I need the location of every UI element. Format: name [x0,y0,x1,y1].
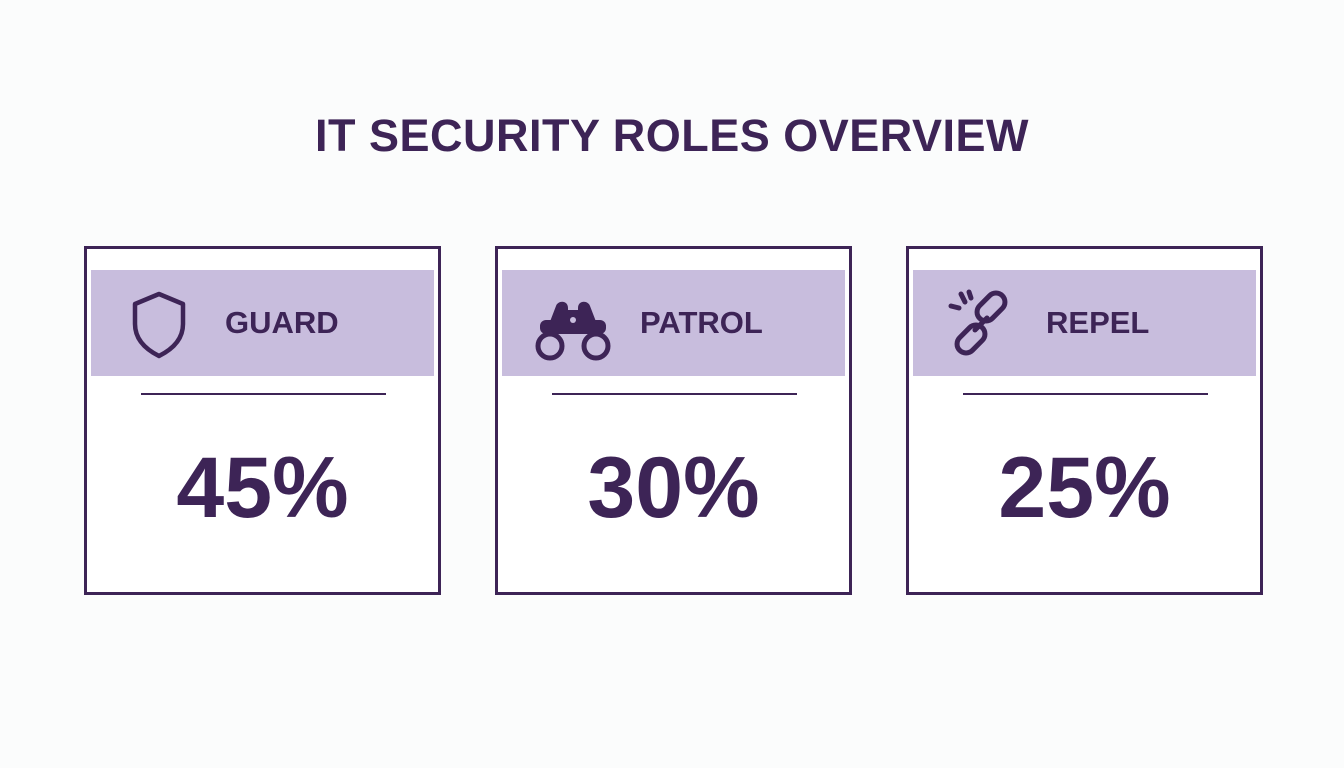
card-header: GUARD [91,270,434,376]
role-value: 45% [176,440,349,536]
role-label: PATROL [640,305,763,340]
divider [963,393,1208,395]
chain-icon [948,289,1008,356]
role-card: PATROL 30% [495,246,852,595]
shield-icon [132,291,186,359]
divider [552,393,797,395]
page-title: IT SECURITY ROLES OVERVIEW [315,110,1029,161]
binoculars-icon [535,301,611,361]
role-card: GUARD 45% [84,246,441,595]
card-header: REPEL [913,270,1256,376]
role-card: REPEL 25% [906,246,1263,595]
role-label: REPEL [1046,305,1150,340]
role-value: 25% [998,440,1171,536]
card-header: PATROL [502,270,845,376]
role-value: 30% [587,440,760,536]
divider [141,393,386,395]
role-label: GUARD [225,305,339,340]
